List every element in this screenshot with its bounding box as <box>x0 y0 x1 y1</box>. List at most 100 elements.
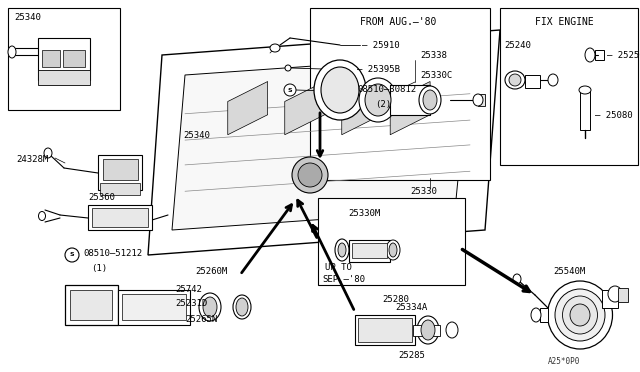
Bar <box>118 290 190 325</box>
Text: 25260M: 25260M <box>195 266 227 276</box>
Bar <box>580 90 590 130</box>
Ellipse shape <box>338 243 346 257</box>
Text: (2): (2) <box>375 100 391 109</box>
Ellipse shape <box>386 240 400 260</box>
Text: (1): (1) <box>91 263 107 273</box>
Text: 08510–51212: 08510–51212 <box>83 248 142 257</box>
Ellipse shape <box>417 316 439 344</box>
Ellipse shape <box>563 296 598 334</box>
Ellipse shape <box>314 60 366 120</box>
Bar <box>602 290 618 308</box>
Bar <box>88 205 152 230</box>
Bar <box>92 208 148 227</box>
Bar <box>355 315 415 345</box>
Text: 25280: 25280 <box>382 295 409 305</box>
Circle shape <box>292 157 328 193</box>
Ellipse shape <box>585 48 595 62</box>
Ellipse shape <box>233 295 251 319</box>
Bar <box>358 318 412 342</box>
Polygon shape <box>285 81 324 135</box>
Bar <box>540 308 548 322</box>
Ellipse shape <box>531 308 541 322</box>
Text: SEP.—'80: SEP.—'80 <box>322 276 365 285</box>
Polygon shape <box>172 55 470 230</box>
Circle shape <box>298 163 322 187</box>
Circle shape <box>65 248 79 262</box>
Text: 25340: 25340 <box>14 13 41 22</box>
Text: 25330: 25330 <box>410 187 437 196</box>
Ellipse shape <box>423 90 437 110</box>
Bar <box>500 8 638 165</box>
Bar <box>42 50 60 67</box>
Ellipse shape <box>505 71 525 89</box>
Polygon shape <box>342 81 381 135</box>
Ellipse shape <box>44 148 52 158</box>
Ellipse shape <box>38 212 45 221</box>
Ellipse shape <box>421 320 435 340</box>
Ellipse shape <box>509 74 521 86</box>
Text: 24328M: 24328M <box>16 155 48 164</box>
Text: A25*0P0: A25*0P0 <box>548 357 580 366</box>
Text: 25742: 25742 <box>175 285 202 295</box>
Text: 25265N: 25265N <box>185 315 217 324</box>
Bar <box>478 94 485 106</box>
Bar <box>352 243 387 258</box>
Ellipse shape <box>8 46 16 58</box>
Ellipse shape <box>548 74 558 86</box>
Ellipse shape <box>473 94 483 106</box>
Text: — 25080: — 25080 <box>595 110 632 119</box>
Ellipse shape <box>608 286 622 302</box>
Text: S: S <box>288 87 292 93</box>
Text: — 25910: — 25910 <box>362 41 399 49</box>
Ellipse shape <box>446 322 458 338</box>
Polygon shape <box>148 30 500 255</box>
Bar <box>100 183 140 195</box>
Ellipse shape <box>359 78 397 122</box>
Bar <box>8 8 120 110</box>
Text: S: S <box>70 253 74 257</box>
Text: 25285: 25285 <box>398 350 425 359</box>
Text: 25340: 25340 <box>183 131 210 140</box>
Ellipse shape <box>547 281 612 349</box>
Text: 25334A: 25334A <box>395 304 428 312</box>
Bar <box>390 85 430 115</box>
Ellipse shape <box>570 304 590 326</box>
Polygon shape <box>390 81 430 135</box>
Bar <box>349 240 390 262</box>
Circle shape <box>284 84 296 96</box>
Ellipse shape <box>270 44 280 52</box>
Text: 25360: 25360 <box>88 193 115 202</box>
Bar <box>38 38 90 80</box>
Ellipse shape <box>419 86 441 114</box>
Text: FIX ENGINE: FIX ENGINE <box>535 17 594 27</box>
Text: 25330M: 25330M <box>348 208 380 218</box>
Text: 25330C: 25330C <box>420 71 452 80</box>
Ellipse shape <box>236 298 248 316</box>
Polygon shape <box>228 81 268 135</box>
Bar <box>70 290 112 320</box>
Text: FROM AUG.—'80: FROM AUG.—'80 <box>360 17 436 27</box>
Ellipse shape <box>203 297 217 317</box>
Text: 25231D: 25231D <box>175 299 207 308</box>
Ellipse shape <box>335 239 349 261</box>
Ellipse shape <box>285 65 291 71</box>
Bar <box>595 50 604 60</box>
Ellipse shape <box>199 293 221 321</box>
Text: UP TO: UP TO <box>325 263 352 273</box>
Text: — 25395B: — 25395B <box>357 64 400 74</box>
Bar <box>413 325 440 336</box>
Bar <box>618 288 628 302</box>
Ellipse shape <box>555 289 605 341</box>
Bar <box>38 70 90 85</box>
Bar <box>103 159 138 180</box>
Text: 25338: 25338 <box>420 51 447 60</box>
Bar <box>310 8 490 180</box>
Ellipse shape <box>579 86 591 94</box>
Text: 25240: 25240 <box>504 41 531 49</box>
Bar <box>63 50 85 67</box>
Bar <box>98 155 142 190</box>
Bar <box>122 294 186 320</box>
Bar <box>65 285 118 325</box>
Ellipse shape <box>365 84 391 116</box>
Bar <box>525 75 540 88</box>
